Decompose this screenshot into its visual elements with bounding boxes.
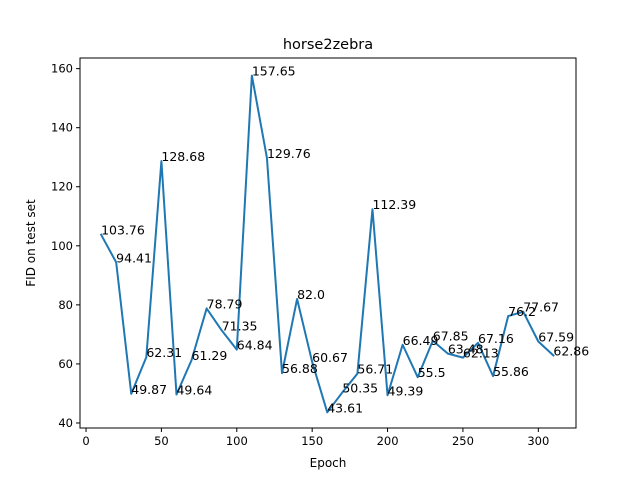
data-label: 62.13 bbox=[463, 346, 499, 361]
x-axis-label: Epoch bbox=[310, 456, 347, 470]
y-axis-label: FID on test set bbox=[24, 199, 38, 287]
data-label: 129.76 bbox=[267, 146, 311, 161]
data-label: 61.29 bbox=[192, 348, 228, 363]
data-label: 55.86 bbox=[493, 364, 529, 379]
x-tick-label: 0 bbox=[82, 434, 89, 448]
plot-frame bbox=[79, 57, 577, 429]
data-label: 60.67 bbox=[312, 350, 348, 365]
data-labels: 103.76 94.41 49.87 62.31 128.68 49.64 61.29 78.… bbox=[101, 64, 589, 416]
data-label: 76.2 bbox=[508, 304, 536, 319]
data-label: 94.41 bbox=[116, 250, 152, 265]
data-label: 78.79 bbox=[207, 296, 243, 311]
data-label: 49.87 bbox=[131, 382, 167, 397]
data-label: 63.48 bbox=[448, 342, 484, 357]
y-tick-label: 120 bbox=[51, 180, 73, 194]
y-axis: 40 60 80 100 120 140 160 bbox=[51, 62, 80, 430]
chart-title: horse2zebra bbox=[283, 37, 373, 53]
data-label: 103.76 bbox=[101, 223, 145, 238]
y-tick-label: 60 bbox=[58, 357, 73, 371]
data-label: 49.64 bbox=[176, 383, 212, 398]
series-line bbox=[99, 74, 555, 414]
x-tick-label: 50 bbox=[154, 434, 169, 448]
data-label: 62.86 bbox=[553, 343, 589, 358]
data-label: 64.84 bbox=[237, 338, 273, 353]
data-label: 67.16 bbox=[478, 331, 514, 346]
y-tick-label: 160 bbox=[51, 62, 73, 76]
data-label: 82.0 bbox=[297, 287, 325, 302]
x-axis: 0 50 100 150 200 250 300 bbox=[82, 428, 549, 448]
data-label: 157.65 bbox=[252, 64, 296, 79]
x-tick-label: 200 bbox=[377, 434, 399, 448]
y-tick-label: 140 bbox=[51, 121, 73, 135]
data-label: 43.61 bbox=[327, 400, 363, 415]
x-tick-label: 150 bbox=[301, 434, 323, 448]
x-tick-label: 100 bbox=[226, 434, 248, 448]
data-label: 56.71 bbox=[357, 362, 393, 377]
data-label: 50.35 bbox=[342, 380, 378, 395]
y-tick-label: 80 bbox=[58, 298, 73, 312]
data-label: 55.5 bbox=[418, 365, 446, 380]
data-label: 71.35 bbox=[222, 318, 258, 333]
data-label: 67.59 bbox=[538, 330, 574, 345]
x-tick-label: 250 bbox=[452, 434, 474, 448]
data-label: 128.68 bbox=[161, 149, 205, 164]
data-label: 49.39 bbox=[388, 383, 424, 398]
data-label: 67.85 bbox=[433, 329, 469, 344]
data-label: 56.88 bbox=[282, 361, 318, 376]
y-tick-label: 100 bbox=[51, 239, 73, 253]
x-tick-label: 300 bbox=[527, 434, 549, 448]
data-label: 62.31 bbox=[146, 345, 182, 360]
y-tick-label: 40 bbox=[58, 416, 73, 430]
data-label: 66.49 bbox=[403, 333, 439, 348]
data-label: 112.39 bbox=[372, 197, 416, 212]
data-label: 77.67 bbox=[523, 300, 559, 315]
